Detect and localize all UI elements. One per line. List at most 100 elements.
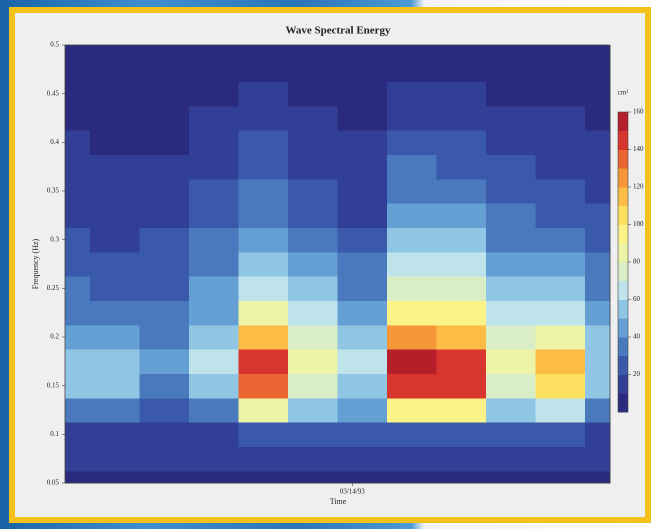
contour-cell (65, 349, 91, 374)
contour-cell (65, 446, 91, 472)
contour-cell (139, 300, 190, 326)
contour-cell (585, 45, 611, 58)
contour-cell (139, 349, 190, 374)
contour-cell (238, 446, 289, 472)
contour-cell (287, 203, 338, 228)
contour-cell (585, 81, 611, 107)
contour-cell (585, 300, 611, 326)
contour-cell (139, 422, 190, 447)
contour-cell (89, 324, 140, 350)
plot-border (64, 44, 611, 484)
contour-cell (139, 105, 190, 131)
contour-cell (287, 45, 338, 58)
contour-cell (238, 105, 289, 131)
contour-cell (287, 57, 338, 82)
contour-cell (139, 227, 190, 253)
colorbar-tick-label: 60 (633, 295, 641, 303)
contour-cell (139, 45, 190, 58)
contour-cell (139, 130, 190, 155)
contour-cell (337, 130, 388, 155)
contour-cell (337, 105, 388, 131)
contour-cell (535, 251, 586, 277)
contour-cell (337, 251, 388, 277)
contour-cell (535, 470, 586, 484)
contour-cell (238, 397, 289, 423)
contour-cell (65, 154, 91, 180)
contour-cell (535, 57, 586, 82)
contour-cell (139, 470, 190, 484)
contour-cell (139, 203, 190, 228)
contour-cell (287, 105, 338, 131)
contour-cell (535, 105, 586, 131)
contour-cell (238, 422, 289, 447)
contour-cell (436, 324, 487, 350)
y-tick-label: 0.25 (47, 284, 60, 292)
contour-cell (486, 57, 537, 82)
contour-cell (486, 154, 537, 180)
y-tick-label: 0.3 (50, 235, 59, 243)
contour-cell (585, 422, 611, 447)
contour-cell (287, 178, 338, 204)
contour-cell (89, 349, 140, 374)
contour-cell (139, 276, 190, 301)
contour-cell (188, 227, 239, 253)
contour-cell (238, 45, 289, 58)
contour-cell (89, 154, 140, 180)
contour-cell (65, 45, 91, 58)
contour-cell (486, 422, 537, 447)
x-axis-label: Time (330, 497, 347, 506)
contour-cell (585, 57, 611, 82)
contour-cell (535, 300, 586, 326)
contour-cell (486, 227, 537, 253)
contour-cell (188, 45, 239, 58)
contour-cell (436, 446, 487, 472)
contour-cell (387, 105, 438, 131)
contour-cell (486, 373, 537, 399)
contour-cell (65, 81, 91, 107)
contour-cell (585, 276, 611, 301)
colorbar-band (618, 393, 628, 413)
contour-field (65, 45, 611, 484)
contour-cell (486, 300, 537, 326)
contour-cell (238, 300, 289, 326)
contour-cell (337, 45, 388, 58)
contour-cell (65, 251, 91, 277)
contour-cell (89, 81, 140, 107)
contour-cell (486, 446, 537, 472)
contour-cell (139, 446, 190, 472)
contour-cell (436, 57, 487, 82)
contour-cell (387, 45, 438, 58)
contour-cell (387, 154, 438, 180)
contour-cell (65, 105, 91, 131)
contour-cell (139, 178, 190, 204)
contour-cell (387, 300, 438, 326)
contour-cell (436, 130, 487, 155)
contour-cell (89, 178, 140, 204)
contour-cell (238, 203, 289, 228)
contour-cell (436, 81, 487, 107)
contour-cell (89, 300, 140, 326)
contour-cell (436, 45, 487, 58)
colorbar-band (618, 205, 628, 225)
contour-cell (535, 349, 586, 374)
colorbar-tick-label: 80 (633, 258, 641, 266)
contour-cell (387, 251, 438, 277)
contour-cell (287, 324, 338, 350)
contour-cell (188, 105, 239, 131)
contour-cell (337, 373, 388, 399)
y-tick-label: 0.5 (50, 41, 59, 49)
contour-cell (337, 227, 388, 253)
contour-cell (387, 178, 438, 204)
contour-cell (65, 300, 91, 326)
contour-cell (436, 349, 487, 374)
colorbar-band (618, 112, 628, 132)
contour-cell (535, 324, 586, 350)
contour-cell (337, 422, 388, 447)
y-tick-label: 0.35 (47, 187, 60, 195)
contour-cell (188, 276, 239, 301)
contour-cell (89, 57, 140, 82)
contour-cell (535, 45, 586, 58)
contour-cell (65, 57, 91, 82)
contour-cell (188, 349, 239, 374)
